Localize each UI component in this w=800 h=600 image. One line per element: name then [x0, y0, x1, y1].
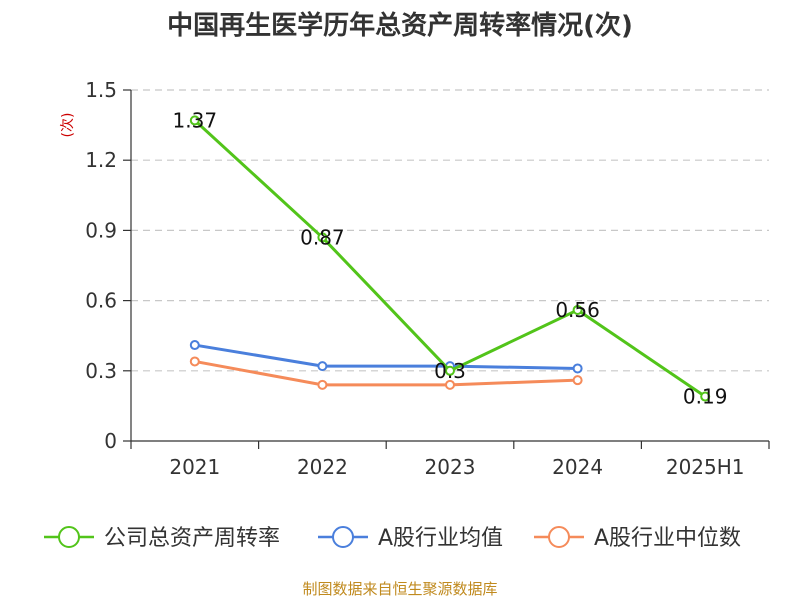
series-line-1: [194, 343, 578, 370]
data-label-0-0: 1.37: [173, 108, 218, 132]
series-1-point-3: [572, 363, 583, 374]
y-tick-label-0: 0: [104, 429, 117, 453]
x-tick-label-1: 2022: [297, 455, 348, 479]
data-label-0-1: 0.87: [300, 225, 345, 249]
x-tick-label-2: 2023: [425, 455, 476, 479]
series-line-2: [194, 359, 578, 387]
x-tick-label-3: 2024: [552, 455, 603, 479]
legend-item-1: A股行业均值: [318, 526, 503, 551]
series-0-point-4: [700, 391, 711, 402]
chart-title: 中国再生医学历年总资产周转率情况(次): [167, 10, 633, 41]
data-label-0-2: 0.3: [434, 359, 466, 383]
series-0-point-1: [317, 232, 328, 243]
series-0-point-2: [445, 365, 455, 376]
legend: 公司总资产周转率 A股行业均值 A股行业中位数: [44, 526, 741, 551]
series-2-point-1: [317, 379, 328, 390]
source-note: 制图数据来自恒生聚源数据库: [302, 580, 497, 598]
y-tick-label-2: 0.6: [85, 289, 117, 313]
series-0-point-0: [189, 115, 200, 126]
series-2-point-0: [189, 356, 200, 367]
series-2-point-3: [572, 375, 583, 386]
series-1-point-0: [189, 340, 200, 351]
series-2-point-2: [445, 379, 455, 390]
data-label-layer: 1.37 0.87 0.3 0.56 0.19: [173, 108, 728, 408]
legend-item-0: 公司总资产周转率: [44, 526, 280, 551]
y-tick-label-5: 1.5: [85, 78, 117, 102]
legend-marker-0: [58, 526, 80, 548]
axis-layer: 0 0.3 0.6 0.9 1.2 1.5 2021 2022 2023 2024 2025H1: [85, 78, 770, 479]
x-tick-label-0: 2021: [169, 455, 220, 479]
series-line-0: [193, 119, 707, 398]
data-label-0-3: 0.56: [555, 298, 600, 322]
series-0-point-3: [572, 304, 583, 315]
data-label-0-4: 0.19: [683, 385, 728, 409]
series-1-point-1: [317, 361, 328, 372]
grid-layer: [131, 89, 769, 372]
y-tick-label-3: 0.9: [85, 218, 117, 242]
y-tick-label-4: 1.2: [85, 148, 117, 172]
legend-item-2: A股行业中位数: [534, 526, 741, 551]
y-tick-label-1: 0.3: [85, 359, 117, 383]
legend-marker-2: [548, 526, 570, 548]
legend-label-1: A股行业均值: [378, 526, 503, 551]
legend-marker-1: [332, 526, 354, 548]
x-tick-label-4: 2025H1: [666, 455, 745, 479]
y-axis-label: (次): [60, 113, 76, 138]
legend-label-2: A股行业中位数: [594, 526, 741, 551]
series-layer: [189, 115, 711, 402]
legend-label-0: 公司总资产周转率: [104, 526, 280, 551]
